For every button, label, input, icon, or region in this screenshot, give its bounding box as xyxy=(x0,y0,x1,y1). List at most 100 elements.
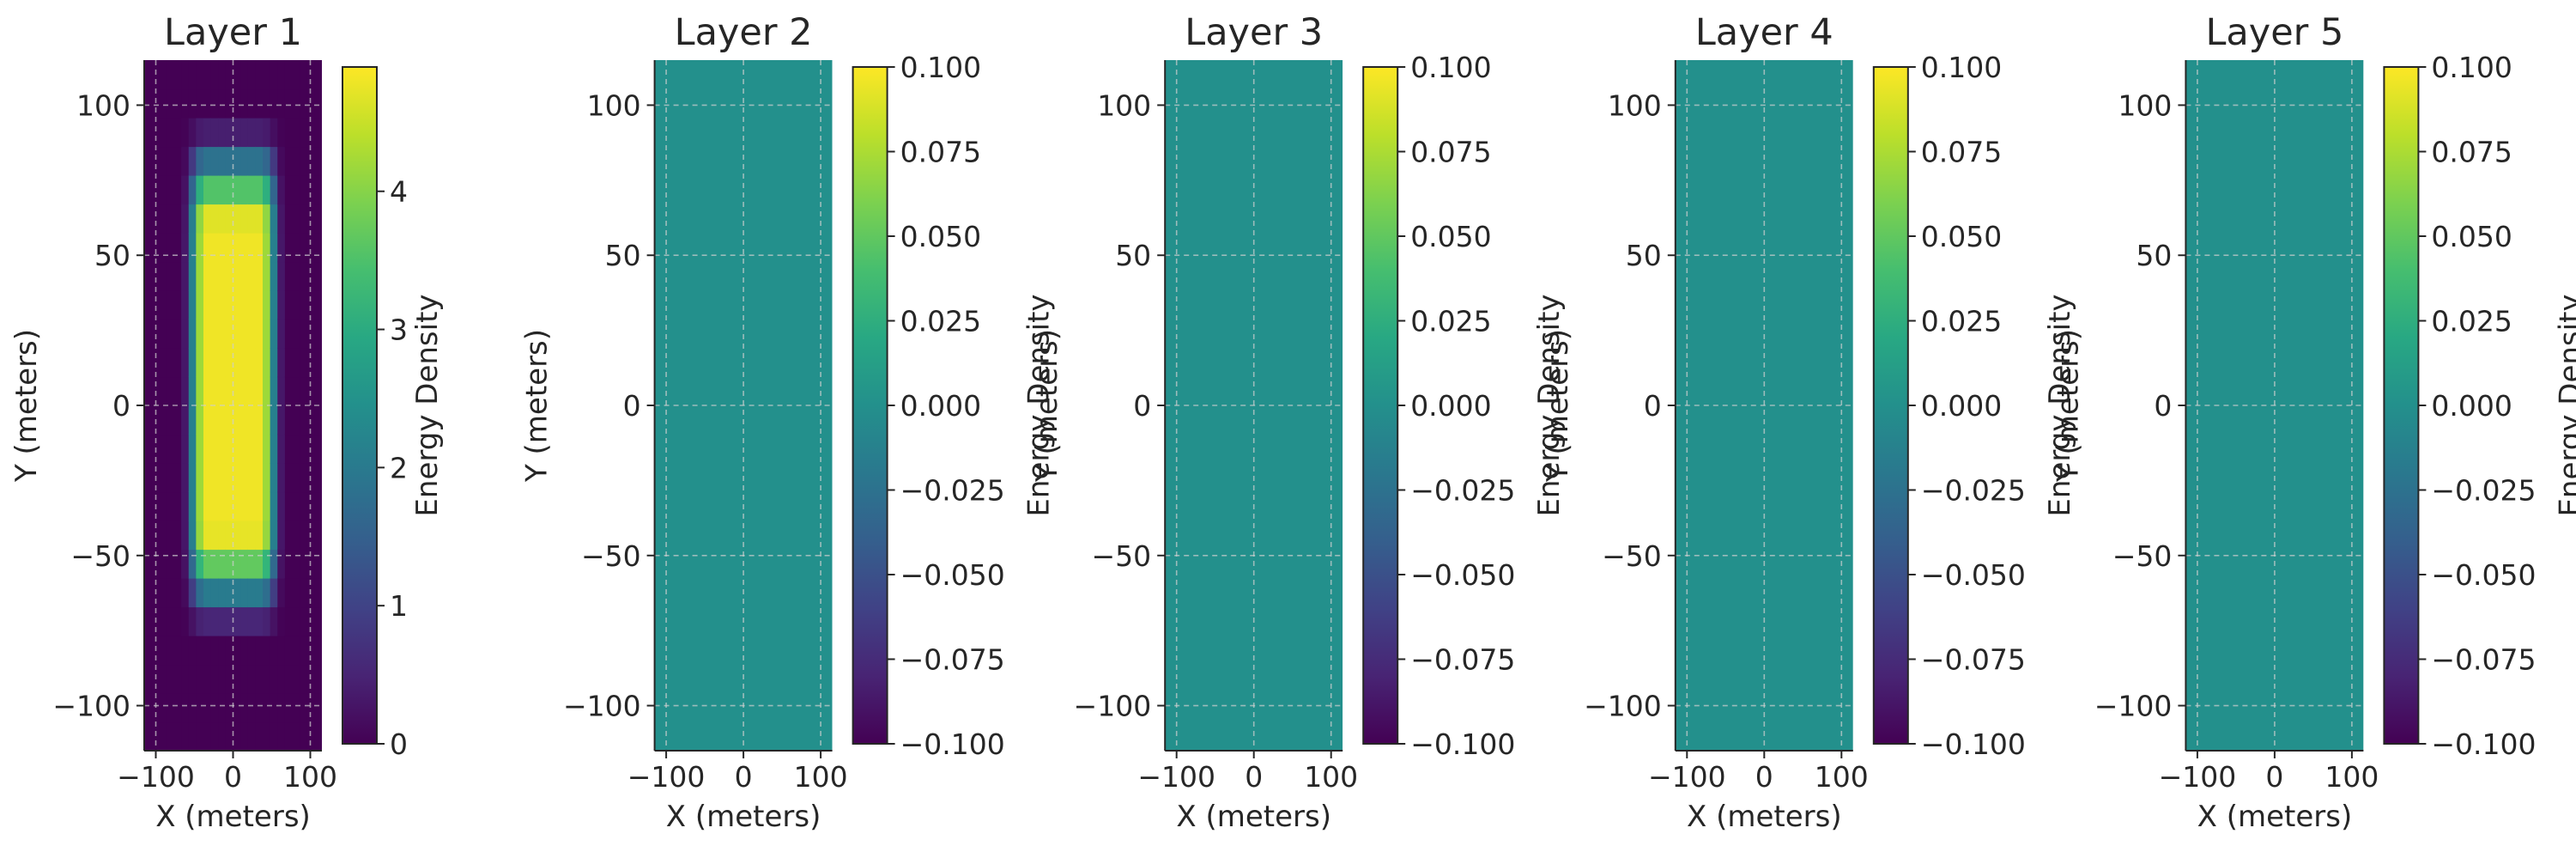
heatmap-cell xyxy=(306,146,315,176)
heatmap-cell xyxy=(263,636,271,666)
heatmap-cell xyxy=(144,664,153,694)
x-tick-label: 100 xyxy=(283,760,337,794)
heatmap-cell xyxy=(255,88,264,119)
heatmap-cell xyxy=(218,606,227,636)
heatmap-cell xyxy=(166,520,175,551)
heatmap-cell xyxy=(247,578,256,608)
heatmap-cell xyxy=(270,376,278,406)
heatmap-cell xyxy=(247,491,256,521)
heatmap-cell xyxy=(188,405,197,435)
heatmap-cell xyxy=(255,434,264,464)
heatmap-cell xyxy=(233,664,241,694)
heatmap-cell xyxy=(314,60,322,90)
heatmap-cell xyxy=(233,261,241,291)
heatmap-cell xyxy=(292,118,300,148)
heatmap-cell xyxy=(233,520,241,551)
colorbar xyxy=(1872,66,1909,745)
heatmap-cell xyxy=(284,434,294,464)
heatmap-cell xyxy=(203,204,212,234)
heatmap-cell xyxy=(151,204,160,234)
heatmap-cell xyxy=(203,376,212,406)
heatmap-cell xyxy=(210,405,219,435)
heatmap-cell xyxy=(188,520,197,551)
heatmap-cell xyxy=(218,491,227,521)
heatmap-cell xyxy=(263,290,271,320)
colorbar-tick-label: 0.025 xyxy=(2431,305,2512,338)
heatmap-cell xyxy=(306,405,315,435)
heatmap-cell xyxy=(181,664,190,694)
heatmap-cell xyxy=(225,549,234,579)
heatmap-cell xyxy=(255,175,264,205)
heatmap-cell xyxy=(263,204,271,234)
heatmap-cell xyxy=(173,290,182,320)
heatmap-cell xyxy=(151,693,160,723)
colorbar-tick-label: 0.050 xyxy=(900,220,981,253)
heatmap-cell xyxy=(263,319,271,349)
heatmap-cell xyxy=(277,204,286,234)
heatmap-cell xyxy=(240,261,249,291)
heatmap-cell xyxy=(314,520,322,551)
heatmap-cell xyxy=(159,146,167,176)
heatmap-cell xyxy=(300,434,308,464)
heatmap-cell xyxy=(306,204,315,234)
y-tick-label: 0 xyxy=(1133,389,1151,423)
heatmap-cell xyxy=(233,376,241,406)
heatmap-cell xyxy=(144,491,153,521)
heatmap-cell xyxy=(188,146,197,176)
heatmap-cell xyxy=(284,88,294,119)
heatmap-cell xyxy=(203,118,212,148)
colorbar-tick-label: 0.000 xyxy=(1410,389,1491,423)
y-tick-label: 100 xyxy=(76,88,130,122)
heatmap-cell xyxy=(166,405,175,435)
heatmap-cell xyxy=(314,146,322,176)
heatmap-cell xyxy=(166,376,175,406)
colorbar-label: Energy Density xyxy=(2553,294,2576,516)
heatmap-cell xyxy=(247,721,256,751)
heatmap-cell xyxy=(306,233,315,263)
heatmap-cell xyxy=(181,721,190,751)
heatmap-cell xyxy=(196,118,204,148)
heatmap-cell xyxy=(144,463,153,493)
heatmap-cell xyxy=(300,146,308,176)
heatmap-cell xyxy=(263,434,271,464)
y-tick-label: 100 xyxy=(2118,88,2172,122)
heatmap-cell xyxy=(218,348,227,378)
heatmap-cell xyxy=(263,549,271,579)
heatmap-cell xyxy=(173,693,182,723)
panel-title: Layer 3 xyxy=(1185,11,1323,54)
heatmap-cell xyxy=(159,578,167,608)
heatmap-cell xyxy=(159,348,167,378)
heatmap-cell xyxy=(314,376,322,406)
heatmap-cell xyxy=(188,376,197,406)
heatmap-cell xyxy=(196,434,204,464)
heatmap-cell xyxy=(314,693,322,723)
heatmap-cell xyxy=(240,491,249,521)
heatmap-cell xyxy=(203,636,212,666)
heatmap-cell xyxy=(300,118,308,148)
heatmap-cell xyxy=(233,405,241,435)
heatmap-cell xyxy=(270,261,278,291)
heatmap-cell xyxy=(173,636,182,666)
heatmap-cell xyxy=(240,463,249,493)
heatmap-cell xyxy=(292,520,300,551)
colorbar-tick-label: 0.100 xyxy=(1410,51,1491,84)
heatmap-cell xyxy=(284,146,294,176)
heatmap-cell xyxy=(203,693,212,723)
heatmap-cell xyxy=(196,60,204,90)
heatmap-cell xyxy=(218,721,227,751)
heatmap-cell xyxy=(225,721,234,751)
colorbar-tick-label: −0.100 xyxy=(2431,727,2536,761)
heatmap-cell xyxy=(233,118,241,148)
colorbar-tick-label: −0.075 xyxy=(900,643,1005,677)
heatmap-cell xyxy=(181,118,190,148)
heatmap-cell xyxy=(270,88,278,119)
heatmap-cell xyxy=(225,491,234,521)
colorbar-tick-label: −0.075 xyxy=(1410,643,1515,677)
heatmap-cell xyxy=(240,204,249,234)
heatmap-cell xyxy=(270,348,278,378)
heatmap-cell xyxy=(314,491,322,521)
heatmap-cell xyxy=(210,664,219,694)
heatmap-cell xyxy=(159,233,167,263)
heatmap-cell xyxy=(270,520,278,551)
heatmap-cell xyxy=(240,175,249,205)
